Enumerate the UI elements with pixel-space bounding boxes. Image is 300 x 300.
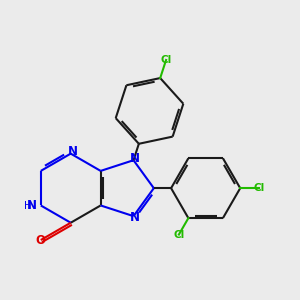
Text: Cl: Cl [173, 230, 184, 240]
Text: N: N [130, 152, 140, 165]
Text: Cl: Cl [254, 183, 265, 193]
Text: N: N [130, 212, 140, 224]
Text: Cl: Cl [160, 55, 172, 65]
Text: H: H [24, 201, 32, 211]
Text: O: O [36, 233, 46, 247]
Text: N: N [68, 146, 77, 158]
Text: N: N [27, 199, 37, 212]
